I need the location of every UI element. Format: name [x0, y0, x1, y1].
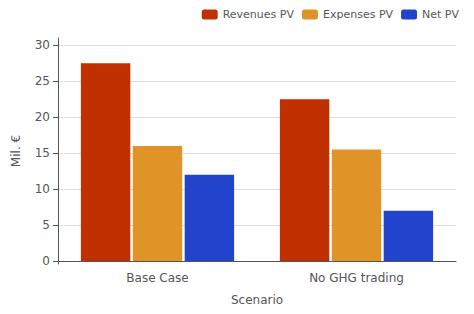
- svg-text:Mil. €: Mil. €: [9, 135, 23, 167]
- svg-text:Net PV: Net PV: [422, 8, 459, 21]
- svg-text:0: 0: [42, 254, 50, 268]
- svg-text:10: 10: [35, 182, 50, 196]
- svg-text:15: 15: [35, 146, 50, 160]
- svg-text:30: 30: [35, 38, 50, 52]
- svg-text:Expenses PV: Expenses PV: [323, 8, 394, 21]
- svg-text:25: 25: [35, 74, 50, 88]
- svg-text:No GHG trading: No GHG trading: [309, 271, 404, 285]
- svg-text:Base Case: Base Case: [126, 271, 188, 285]
- svg-text:20: 20: [35, 110, 50, 124]
- svg-text:5: 5: [42, 218, 50, 232]
- svg-text:Scenario: Scenario: [231, 293, 283, 307]
- svg-text:Revenues PV: Revenues PV: [223, 8, 295, 21]
